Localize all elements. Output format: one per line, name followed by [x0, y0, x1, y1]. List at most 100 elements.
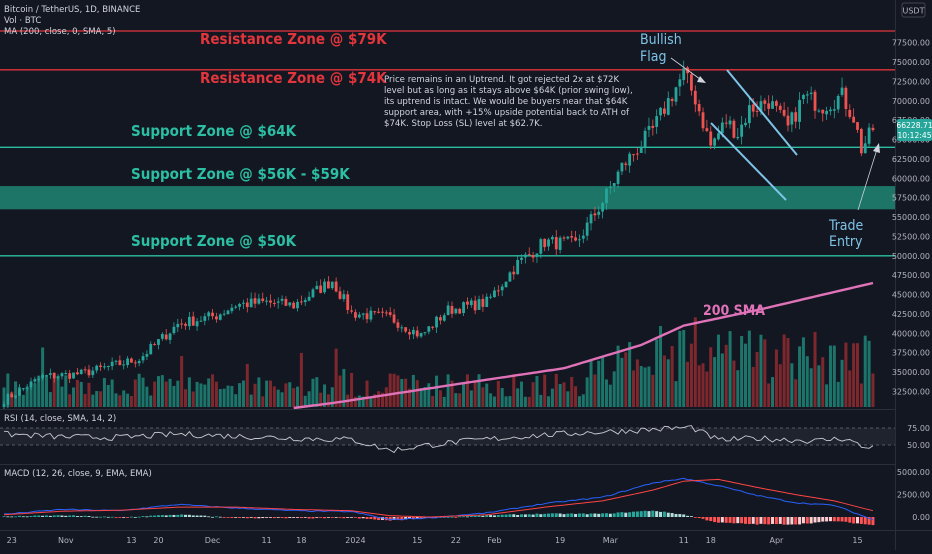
volume-bar [373, 394, 377, 407]
volume-bar [52, 377, 56, 407]
macd-histogram-bar [593, 513, 597, 517]
volume-bar [863, 335, 867, 407]
volume-bar [848, 370, 852, 407]
candle-body [114, 360, 118, 362]
time-axis[interactable]: 23 Nov 13 20 Dec 11 18 2024 15 22 Feb 19 Mar 11 18 Apr 1… [7, 536, 863, 545]
candle-body [558, 237, 562, 250]
volume-bar [21, 394, 25, 407]
support-56k-59k-label: Support Zone @ $56K - $59K [131, 165, 350, 183]
macd-histogram-bar [168, 514, 172, 517]
candle-body [481, 298, 485, 307]
candle-body [574, 237, 577, 241]
candle-body [516, 260, 520, 275]
macd-histogram-bar [790, 517, 794, 525]
volume-bar [647, 366, 651, 407]
volume-bar [794, 379, 798, 407]
volume-bar [612, 371, 616, 407]
candle-body [137, 360, 141, 364]
volume-legend[interactable]: Vol · BTC [4, 16, 41, 26]
currency-badge-label[interactable]: USDT [903, 7, 925, 16]
volume-bar [48, 392, 52, 407]
macd-histogram-bar [48, 515, 52, 517]
candle-body [350, 310, 353, 312]
rsi-line [3, 425, 874, 454]
candle-body [759, 101, 763, 112]
currency-badge-box[interactable] [901, 2, 926, 18]
macd-histogram-bar [164, 515, 168, 517]
candle-body [554, 237, 558, 250]
volume-bar [697, 365, 701, 407]
macd-histogram-bar [581, 513, 585, 517]
candle-body [176, 323, 180, 328]
volume-bar [207, 378, 211, 407]
candle-body [678, 79, 682, 87]
macd-histogram-bar [265, 517, 269, 518]
volume-bar [709, 347, 713, 407]
ma-legend[interactable]: MA (200, close, 0, SMA, 5) [4, 27, 116, 37]
macd-histogram-bar [191, 515, 195, 517]
macd-legend[interactable]: MACD (12, 26, close, 9, EMA, EMA) [4, 469, 152, 479]
macd-tick-label: 0.00 [912, 513, 930, 522]
price-tick-label: 42500.00 [892, 310, 930, 319]
volume-bar [438, 390, 442, 407]
macd-histogram-bar [29, 516, 33, 517]
candle-body [439, 317, 442, 321]
volume-bar [29, 383, 33, 407]
volume-bar [454, 393, 458, 407]
volume-bar [288, 382, 292, 407]
candle-body [64, 373, 68, 375]
volume-bar [635, 359, 639, 407]
volume-bar [357, 395, 361, 407]
macd-histogram-bar [720, 517, 724, 523]
candle-body [628, 153, 632, 166]
candle-body [404, 327, 408, 332]
macd-histogram-bar [261, 517, 265, 519]
rsi-legend[interactable]: RSI (14, close, SMA, 14, 2) [4, 414, 116, 424]
volume-bar [520, 381, 524, 407]
volume-bar [168, 378, 172, 407]
macd-histogram-bar [848, 517, 852, 523]
volume-bar [137, 373, 141, 407]
volume-bar [817, 365, 821, 407]
rsi-axis[interactable]: 75.00 50.00 [907, 424, 930, 450]
candle-body [33, 379, 37, 382]
volume-bar [550, 388, 554, 407]
candle-body [813, 91, 817, 111]
macd-histogram-bar [79, 516, 83, 517]
volume-bar [790, 363, 794, 407]
volume-bar [79, 381, 83, 407]
volume-bar [33, 383, 37, 407]
candle-body [68, 373, 72, 379]
macd-histogram-bar [558, 513, 562, 517]
candle-body [477, 299, 481, 310]
macd-histogram-bar [234, 517, 238, 518]
macd-histogram-bar [110, 516, 114, 518]
currency-badge[interactable]: USDT [901, 2, 926, 18]
volume-bar [531, 382, 535, 407]
volume-bar [477, 374, 481, 407]
candle-body [535, 253, 539, 258]
macd-signal-line [3, 478, 874, 518]
candle-body [809, 92, 813, 95]
volume-bar [6, 373, 10, 407]
candle-body [697, 104, 701, 112]
resistance-79k-label: Resistance Zone @ $79K [200, 30, 387, 48]
macd-histogram-bar [380, 517, 384, 520]
volume-bar [682, 329, 686, 407]
price-tick-label: 50000.00 [892, 252, 930, 261]
macd-histogram-bar [543, 513, 547, 517]
macd-histogram-bar [392, 517, 396, 520]
symbol-title[interactable]: Bitcoin / TetherUS, 1D, BINANCE [4, 5, 140, 15]
macd-histogram-bar [604, 513, 608, 517]
candle-body [334, 281, 338, 292]
volume-bar [330, 387, 334, 407]
price-tick-label: 52500.00 [892, 232, 930, 241]
volume-bar [10, 392, 14, 407]
candle-body [458, 308, 462, 314]
volume-bar [825, 384, 829, 407]
macd-axis[interactable]: 5000.00 2500.00 0.00 [897, 468, 930, 522]
candle-body [411, 329, 415, 335]
volume-bar [751, 366, 755, 407]
volume-bar [350, 373, 354, 407]
